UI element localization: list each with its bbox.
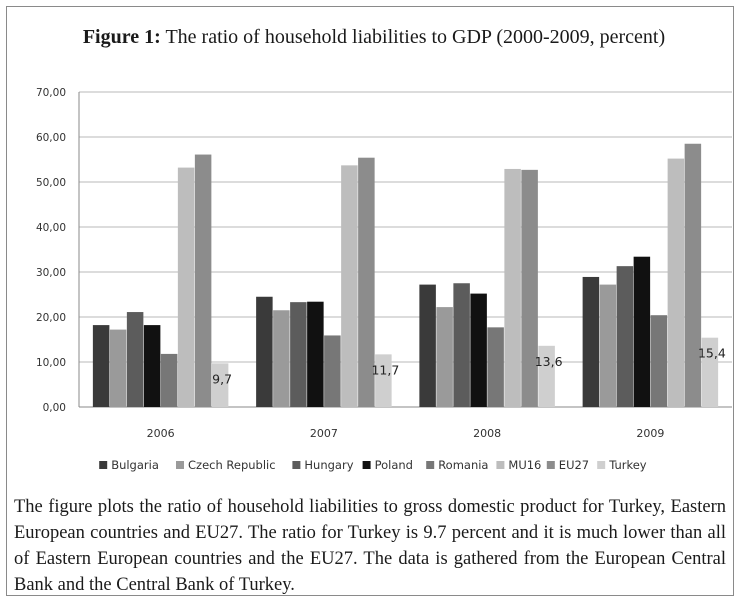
bar	[419, 284, 436, 407]
y-tick-label: 60,00	[36, 132, 66, 144]
bar	[256, 296, 273, 407]
bar	[126, 312, 144, 407]
bar	[650, 315, 668, 407]
bar	[194, 154, 212, 407]
x-tick-label: 2007	[310, 427, 338, 440]
legend-label: EU27	[559, 458, 589, 472]
y-tick-label: 10,00	[36, 357, 66, 369]
bar	[582, 276, 600, 407]
bar	[684, 143, 702, 407]
bar	[436, 307, 453, 407]
y-tick-label: 50,00	[36, 177, 66, 189]
bar	[341, 165, 358, 407]
bar	[521, 169, 538, 407]
bar	[470, 293, 487, 407]
y-tick-label: 40,00	[36, 222, 66, 234]
bar	[177, 167, 195, 407]
data-label: 13,6	[535, 354, 563, 369]
y-tick-label: 0,00	[43, 402, 66, 414]
legend-label: MU16	[508, 458, 541, 472]
x-tick-label: 2006	[147, 427, 175, 440]
y-tick-label: 30,00	[36, 267, 66, 279]
bar	[701, 337, 719, 407]
bar	[307, 301, 324, 407]
bar	[487, 327, 504, 407]
legend-swatch	[426, 461, 435, 469]
bar	[109, 329, 127, 407]
data-label: 11,7	[371, 362, 399, 377]
data-label: 9,7	[212, 371, 232, 386]
legend-label: Turkey	[608, 458, 647, 472]
bar	[599, 284, 617, 407]
legend-label: Czech Republic	[188, 458, 276, 472]
bar	[211, 363, 229, 407]
bar	[616, 266, 634, 407]
legend-swatch	[597, 461, 606, 469]
legend-label: Bulgaria	[111, 458, 159, 472]
y-tick-label: 20,00	[36, 312, 66, 324]
bar	[633, 256, 651, 407]
bar	[92, 325, 110, 407]
bar	[160, 353, 178, 407]
legend-swatch	[99, 461, 108, 469]
bar	[504, 168, 521, 407]
legend-label: Romania	[438, 458, 488, 472]
bar	[667, 158, 685, 407]
legend-swatch	[546, 461, 555, 469]
y-tick-label: 70,00	[36, 87, 66, 99]
figure-label: Figure 1:	[82, 26, 161, 48]
bar	[358, 157, 375, 407]
x-tick-label: 2008	[473, 427, 501, 440]
legend-swatch	[496, 461, 505, 469]
bar-chart: 0,00 10,00 20,00 30,00 40,00 50,00 60,00 70,00 2…	[36, 87, 732, 472]
figure-title-text: The ratio of household liabilities to GD…	[165, 26, 666, 48]
bar	[324, 335, 341, 407]
figure-title: Figure 1: The ratio of household liabili…	[0, 26, 748, 49]
bar	[143, 325, 161, 407]
legend-label: Hungary	[304, 458, 353, 472]
legend-swatch	[176, 461, 184, 469]
bar	[375, 354, 392, 407]
data-label: 15,4	[698, 346, 726, 361]
figure-caption: The figure plots the ratio of household …	[14, 497, 726, 595]
legend-swatch	[292, 461, 301, 469]
x-tick-label: 2009	[636, 427, 664, 440]
legend-swatch	[362, 461, 371, 469]
bar	[538, 345, 555, 407]
bar	[453, 283, 470, 407]
bar	[290, 302, 307, 407]
legend-label: Poland	[375, 458, 413, 472]
bar	[273, 310, 290, 407]
